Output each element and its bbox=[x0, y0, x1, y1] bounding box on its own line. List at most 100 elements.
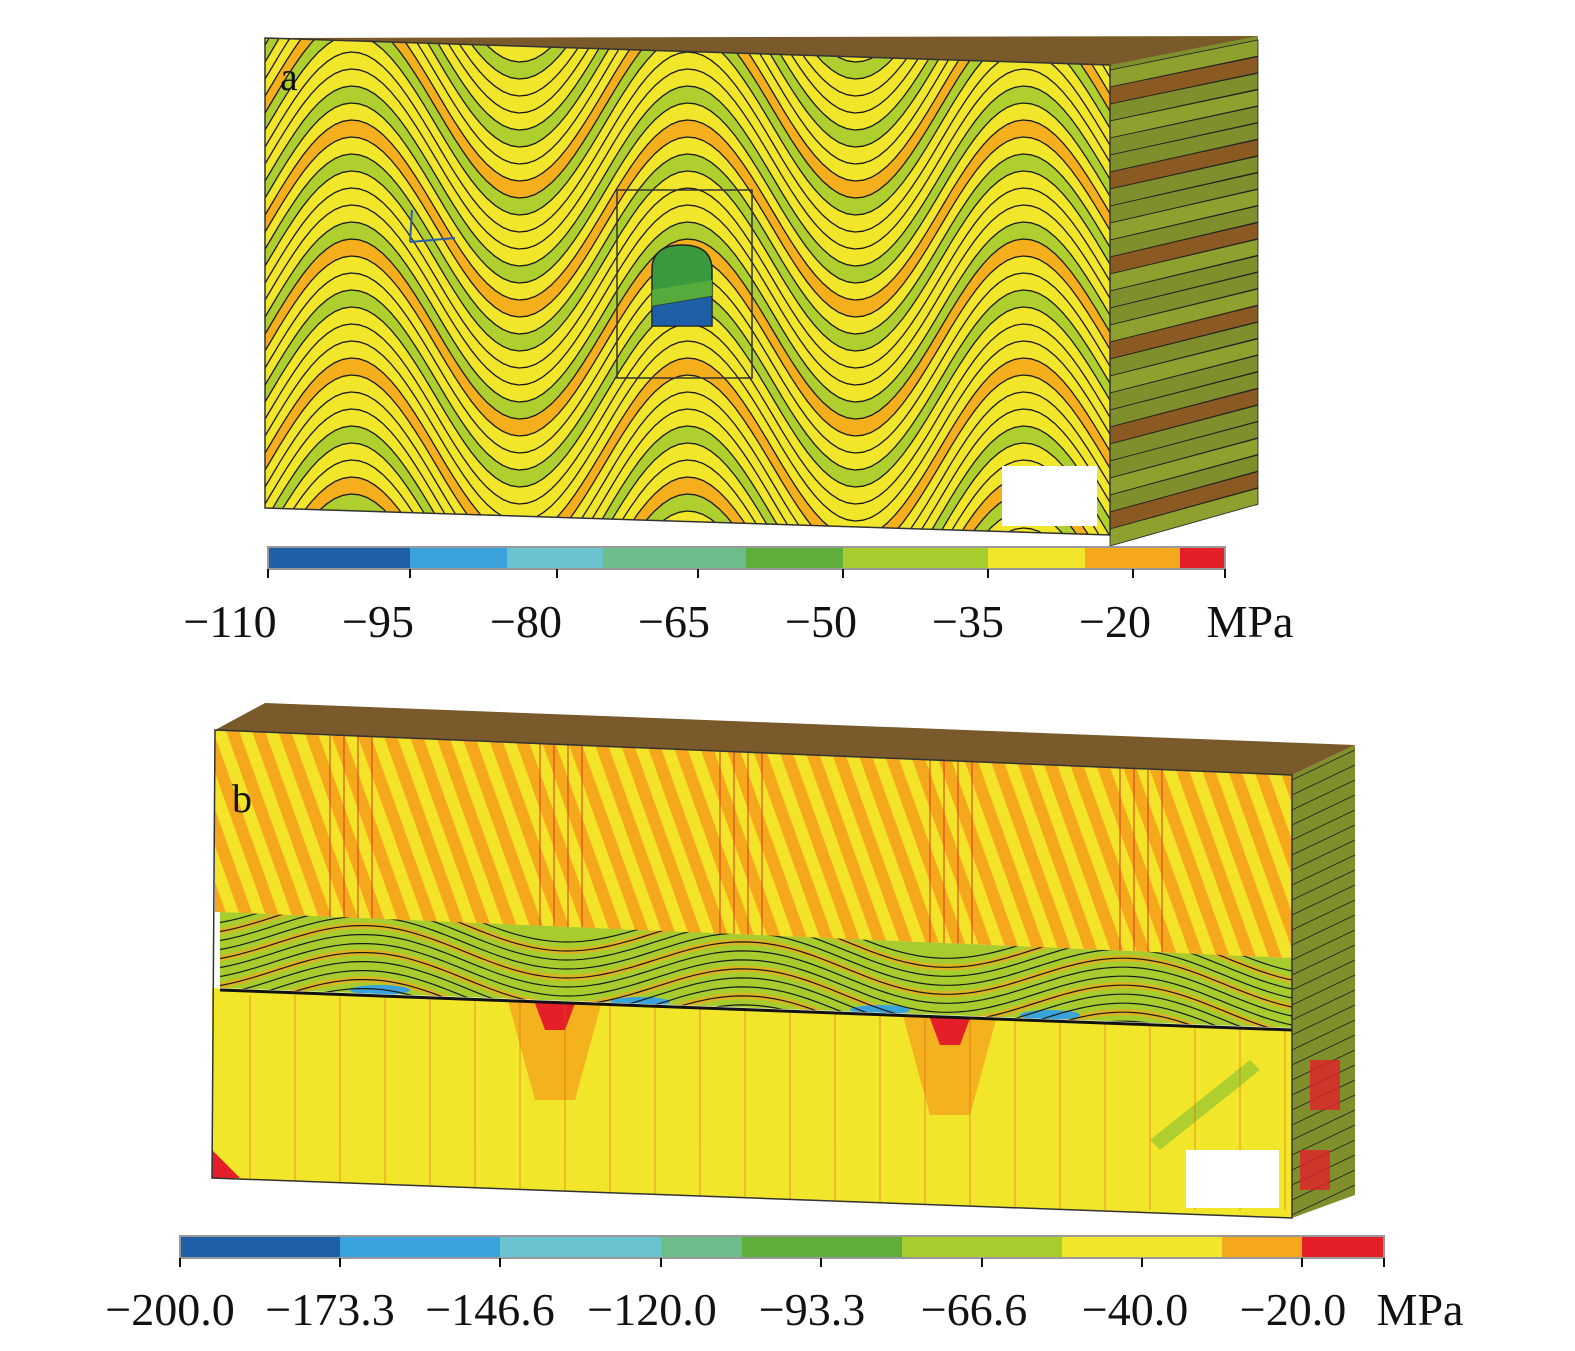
scale-bar-blank-b bbox=[1186, 1150, 1279, 1208]
side-layer-line bbox=[1291, 764, 1356, 796]
chevron-stripe bbox=[410, 730, 523, 958]
chevron-stripe bbox=[1502, 700, 1575, 980]
chevron-stripe bbox=[1008, 730, 1121, 958]
tick-label-b-6: −40.0 bbox=[1082, 1284, 1188, 1335]
seam-line bbox=[220, 961, 1292, 1028]
strata-line bbox=[265, 238, 1110, 420]
axis-triad-icon bbox=[409, 209, 456, 243]
chevron-stripe bbox=[215, 730, 289, 958]
colorbar-segment bbox=[902, 1236, 1062, 1258]
colorbar-b bbox=[179, 1235, 1385, 1267]
colorbar-segment bbox=[507, 547, 603, 569]
strata-line bbox=[255, 0, 1119, 28]
side-layer-line bbox=[1291, 1109, 1356, 1141]
side-layer-line bbox=[1291, 869, 1356, 901]
side-layer-line bbox=[1291, 1004, 1356, 1036]
chevron-stripe bbox=[1398, 700, 1511, 980]
strata-line bbox=[265, 102, 1110, 284]
colorbar-a bbox=[267, 546, 1226, 578]
tunnel-inset-frame bbox=[616, 189, 753, 379]
colorbar-segment bbox=[340, 1236, 500, 1258]
strata-line bbox=[265, 408, 1110, 535]
chevron-stripe bbox=[904, 730, 1017, 958]
chevron-stripe bbox=[306, 730, 419, 958]
side-layer-line bbox=[1291, 749, 1356, 781]
side-layer-line bbox=[1291, 899, 1356, 931]
seam-hotspot bbox=[1020, 1010, 1080, 1020]
tick-label-a-5: −35 bbox=[932, 596, 1004, 647]
stress-plume bbox=[505, 990, 605, 1100]
tick-label-a-6: −20 bbox=[1079, 596, 1151, 647]
side-layer-line bbox=[1291, 959, 1356, 991]
colorbar-segment bbox=[988, 547, 1085, 569]
tick-label-b-2: −146.6 bbox=[425, 1284, 554, 1335]
strata-line bbox=[265, 68, 1110, 250]
contour-band bbox=[265, 120, 1110, 317]
chevron-stripe bbox=[332, 730, 445, 958]
unit-label-a: MPa bbox=[1207, 596, 1294, 647]
chevron-stripe bbox=[1450, 700, 1563, 980]
contour-band bbox=[265, 38, 1110, 147]
side-layer-line bbox=[1291, 1034, 1356, 1066]
side-layer-line bbox=[1291, 944, 1356, 976]
chevron-stripe bbox=[254, 730, 367, 958]
side-layer-line bbox=[1291, 839, 1356, 871]
chevron-stripe bbox=[982, 730, 1095, 958]
colorbar-segment bbox=[603, 547, 746, 569]
side-layer-line bbox=[1291, 974, 1356, 1006]
chevron-stripe bbox=[1476, 700, 1575, 980]
corner-hotspot bbox=[212, 1150, 240, 1178]
strata-line bbox=[265, 221, 1110, 403]
chevron-stripe bbox=[878, 730, 991, 958]
chevron-stripe bbox=[0, 700, 55, 980]
strata-line bbox=[265, 119, 1110, 301]
tick-label-a-2: −80 bbox=[490, 596, 562, 647]
model-b-top-face bbox=[215, 703, 1355, 775]
model-b-side-layers bbox=[1291, 749, 1356, 1216]
strata-line bbox=[265, 187, 1110, 369]
model-a-side-layers bbox=[1109, 39, 1259, 547]
chevron-stripe bbox=[72, 700, 185, 980]
contour-band bbox=[265, 222, 1110, 419]
tick-label-a-4: −50 bbox=[785, 596, 857, 647]
colorbar-segment bbox=[843, 547, 988, 569]
side-hotspot bbox=[1310, 1060, 1340, 1110]
chevron-stripe bbox=[1424, 700, 1537, 980]
strata-line bbox=[265, 204, 1110, 386]
strata-line bbox=[265, 170, 1110, 352]
chevron-stripe bbox=[774, 730, 887, 958]
colorbar-segment bbox=[1062, 1236, 1222, 1258]
side-layer-line bbox=[1291, 1019, 1356, 1051]
colorbar-segment bbox=[268, 547, 410, 569]
chevron-stripe bbox=[1372, 700, 1485, 980]
side-layer-line bbox=[1291, 824, 1356, 856]
unit-label-b: MPa bbox=[1377, 1284, 1464, 1335]
contour-band bbox=[265, 86, 1110, 283]
tick-label-a-1: −95 bbox=[342, 596, 414, 647]
colorbar-frame bbox=[179, 1235, 1385, 1259]
chevron-stripe bbox=[1112, 730, 1225, 958]
chevron-stripe bbox=[826, 730, 939, 958]
contour-band bbox=[265, 290, 1110, 487]
chevron-stripe bbox=[748, 730, 861, 958]
chevron-stripe bbox=[1346, 700, 1459, 980]
strata-line bbox=[265, 153, 1110, 335]
chevron-stripe bbox=[228, 730, 341, 958]
seam-line bbox=[220, 952, 1292, 1028]
chevron-stripe bbox=[618, 730, 731, 958]
seam-line bbox=[220, 934, 1292, 1018]
side-layer-line bbox=[1291, 1184, 1356, 1216]
side-layer-line bbox=[1291, 809, 1356, 841]
panel-letter-a: a bbox=[280, 54, 298, 99]
colorbar-segment bbox=[661, 1236, 742, 1258]
colorbar-segment bbox=[500, 1236, 661, 1258]
chevron-stripe bbox=[1554, 700, 1575, 980]
contour-band bbox=[265, 38, 1110, 215]
strata-line bbox=[265, 357, 1110, 535]
side-layer-line bbox=[1291, 884, 1356, 916]
strata-line bbox=[265, 340, 1110, 522]
strata-line bbox=[255, 0, 1119, 11]
shear-band bbox=[1150, 1060, 1260, 1150]
chevron-stripe bbox=[280, 730, 393, 958]
